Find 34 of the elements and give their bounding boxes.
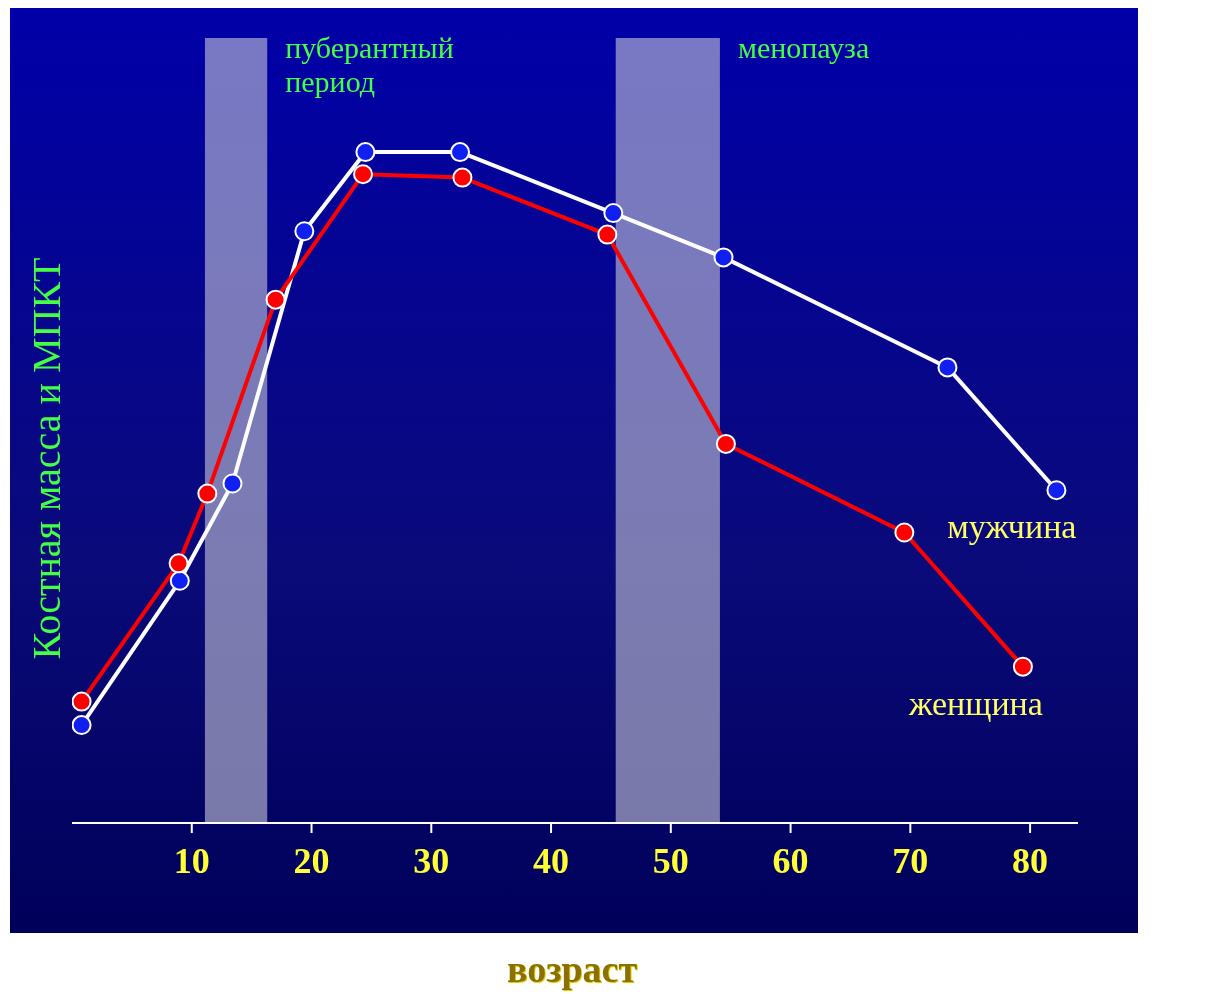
x-tick-label: 70 (892, 840, 929, 881)
point (169, 570, 190, 591)
point (715, 433, 736, 454)
point (353, 164, 374, 185)
point (603, 203, 624, 224)
x-tick-label: 60 (772, 840, 809, 881)
point (222, 473, 243, 494)
point (452, 167, 473, 188)
x-tick-label: 80 (1012, 840, 1049, 881)
point (894, 522, 915, 543)
point (265, 289, 286, 310)
series-label: женщина (907, 684, 1043, 722)
x-axis-title: возраст (505, 947, 639, 991)
point (597, 224, 618, 245)
point (294, 221, 315, 242)
series-label: мужчина (947, 508, 1077, 546)
band-label: менопауза (737, 31, 870, 64)
point (937, 357, 958, 378)
band-label: пуберантный период (285, 31, 454, 98)
point (197, 483, 218, 504)
x-tick-label: 10 (173, 840, 210, 881)
point (713, 247, 734, 268)
y-axis-title: Костная масса и МПКТ (22, 257, 70, 659)
point (450, 142, 471, 163)
point (355, 142, 376, 163)
point (72, 715, 92, 736)
point (1046, 480, 1067, 501)
x-tick-label: 30 (413, 840, 450, 881)
x-tick-label: 40 (533, 840, 570, 881)
x-tick-label: 20 (293, 840, 330, 881)
point (72, 691, 92, 712)
point (168, 553, 189, 574)
x-tick-label: 50 (652, 840, 689, 881)
point (1012, 656, 1033, 677)
